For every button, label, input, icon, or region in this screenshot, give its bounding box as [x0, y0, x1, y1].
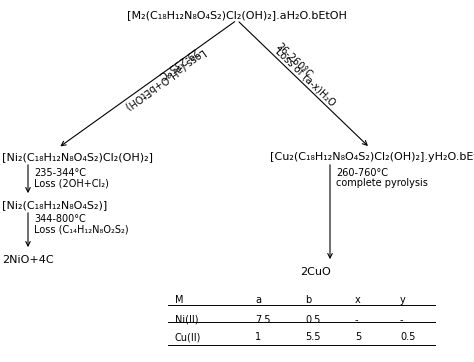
- Text: Ni(II): Ni(II): [175, 315, 199, 325]
- Text: -: -: [400, 315, 403, 325]
- Text: 260-760°C: 260-760°C: [336, 168, 388, 178]
- Text: 2CuO: 2CuO: [300, 267, 331, 277]
- Text: b: b: [305, 295, 311, 305]
- Text: [Ni₂(C₁₈H₁₂N₈O₄S₂)Cl₂(OH)₂]: [Ni₂(C₁₈H₁₂N₈O₄S₂)Cl₂(OH)₂]: [2, 152, 153, 162]
- Text: Loss (aH₂O+bEtOH): Loss (aH₂O+bEtOH): [123, 47, 207, 111]
- Text: M: M: [175, 295, 183, 305]
- Text: Loss (C₁₄H₁₂N₈O₂S₂): Loss (C₁₄H₁₂N₈O₂S₂): [34, 224, 128, 234]
- Text: complete pyrolysis: complete pyrolysis: [336, 178, 428, 188]
- Text: 26-260°C: 26-260°C: [273, 41, 313, 80]
- Text: -: -: [355, 315, 358, 325]
- Text: Loss of (a-x)H₂O: Loss of (a-x)H₂O: [273, 46, 337, 108]
- Text: [Ni₂(C₁₈H₁₂N₈O₄S₂)]: [Ni₂(C₁₈H₁₂N₈O₄S₂)]: [2, 200, 107, 210]
- Text: 0.5: 0.5: [305, 315, 320, 325]
- Text: [Cu₂(C₁₈H₁₂N₈O₄S₂)Cl₂(OH)₂].yH₂O.bEtOH: [Cu₂(C₁₈H₁₂N₈O₄S₂)Cl₂(OH)₂].yH₂O.bEtOH: [270, 152, 474, 162]
- Text: Loss (2OH+Cl₂): Loss (2OH+Cl₂): [34, 178, 109, 188]
- Text: 7.5: 7.5: [255, 315, 271, 325]
- Text: 0.5: 0.5: [400, 332, 415, 342]
- Text: y: y: [400, 295, 406, 305]
- Text: 235-344°C: 235-344°C: [34, 168, 86, 178]
- Text: 5.5: 5.5: [305, 332, 320, 342]
- Text: 29-235°C: 29-235°C: [155, 45, 199, 80]
- Text: [M₂(C₁₈H₁₂N₈O₄S₂)Cl₂(OH)₂].aH₂O.bEtOH: [M₂(C₁₈H₁₂N₈O₄S₂)Cl₂(OH)₂].aH₂O.bEtOH: [127, 10, 347, 20]
- Text: 344-800°C: 344-800°C: [34, 214, 86, 224]
- Text: 1: 1: [255, 332, 261, 342]
- Text: a: a: [255, 295, 261, 305]
- Text: 5: 5: [355, 332, 361, 342]
- Text: Cu(II): Cu(II): [175, 332, 201, 342]
- Text: 2NiO+4C: 2NiO+4C: [2, 255, 54, 265]
- Text: x: x: [355, 295, 361, 305]
